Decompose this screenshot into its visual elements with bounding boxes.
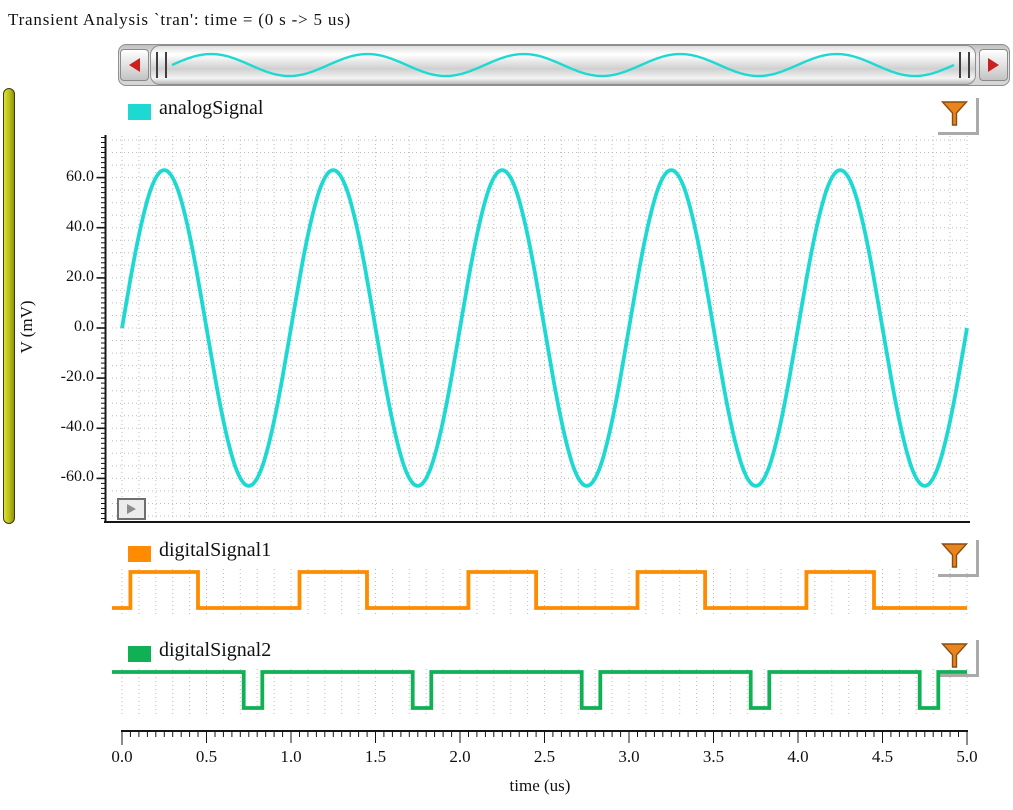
x-axis-ruler[interactable] (110, 730, 970, 746)
strip-expand-button[interactable] (117, 498, 146, 520)
legend-label-digitalSignal2[interactable]: digitalSignal2 (159, 639, 272, 661)
y-tick-label: -20.0 (60, 368, 94, 386)
x-tick-label: 0.0 (111, 747, 133, 766)
legend-swatch-digitalSignal1[interactable] (128, 546, 151, 562)
scroll-right-arrow-icon (988, 58, 999, 72)
x-tick-label: 4.5 (871, 747, 894, 766)
digital1-plot[interactable] (110, 566, 970, 616)
preview-trace (171, 52, 955, 78)
horizontal-scrollbar[interactable] (118, 44, 1010, 86)
scroll-left-arrow-icon (129, 58, 140, 72)
y-tick-label: 20.0 (66, 267, 94, 285)
scroll-preview-wrap (171, 48, 955, 82)
funnel-icon (940, 543, 969, 568)
x-tick-label: 5.0 (956, 747, 978, 766)
x-tick-label: 0.5 (195, 747, 218, 766)
legend-swatch-digitalSignal2[interactable] (128, 646, 151, 662)
scroll-left-button[interactable] (120, 49, 149, 81)
filter-button-digitalSignal1[interactable] (938, 540, 979, 577)
y-tick-label: -60.0 (60, 468, 94, 486)
x-tick-label: 2.5 (533, 747, 556, 766)
funnel-shape (940, 543, 969, 568)
digital2-plot[interactable] (110, 666, 970, 716)
digital-trace (112, 670, 967, 710)
y-axis-labels: 60.0 40.0 20.0 0.0 -20.0 -40.0 -60.0 (28, 135, 96, 521)
y-tick-label: 40.0 (66, 217, 94, 235)
funnel-icon (940, 643, 969, 668)
legend-swatch-analogSignal[interactable] (128, 104, 151, 120)
x-tick-label: 4.0 (787, 747, 809, 766)
x-tick-label: 3.5 (702, 747, 725, 766)
x-axis-labels: 0.0 0.5 1.0 1.5 2.0 2.5 3.0 3.5 4.0 4.5 5.0 (110, 747, 977, 769)
analog-plot[interactable] (110, 135, 970, 521)
x-tick-label: 2.0 (449, 747, 471, 766)
thumb-right-grip-icon[interactable] (959, 52, 970, 78)
scroll-preview-waveform (171, 52, 955, 78)
x-tick-label: 1.5 (364, 747, 387, 766)
thumb-left-grip-icon[interactable] (156, 52, 167, 78)
scrollbar-thumb[interactable] (150, 45, 976, 85)
y-axis (96, 135, 107, 521)
window-title: Transient Analysis `tran': time = (0 s -… (8, 10, 351, 29)
legend-label-digitalSignal1[interactable]: digitalSignal1 (159, 539, 272, 561)
analog-trace (120, 168, 969, 488)
funnel-shape (940, 101, 969, 126)
strip-bottom-border (104, 521, 970, 523)
filter-button-analogSignal[interactable] (938, 98, 979, 135)
funnel-icon (940, 101, 969, 126)
filter-button-digitalSignal2[interactable] (938, 640, 979, 677)
funnel-shape (940, 643, 969, 668)
play-icon (127, 504, 136, 514)
y-tick-label: 0.0 (74, 318, 94, 335)
y-tick-label: 60.0 (66, 167, 94, 185)
legend-label-analogSignal[interactable]: analogSignal (159, 97, 264, 119)
x-axis-title: time (us) (509, 776, 571, 795)
digital-trace (112, 570, 967, 610)
strip-selector-bar[interactable] (3, 88, 15, 524)
x-tick-label: 1.0 (280, 747, 302, 766)
y-tick-label: -40.0 (60, 418, 94, 436)
scroll-right-button[interactable] (979, 49, 1008, 81)
x-tick-label: 3.0 (618, 747, 640, 766)
y-axis-title: V (mV) (17, 300, 36, 354)
